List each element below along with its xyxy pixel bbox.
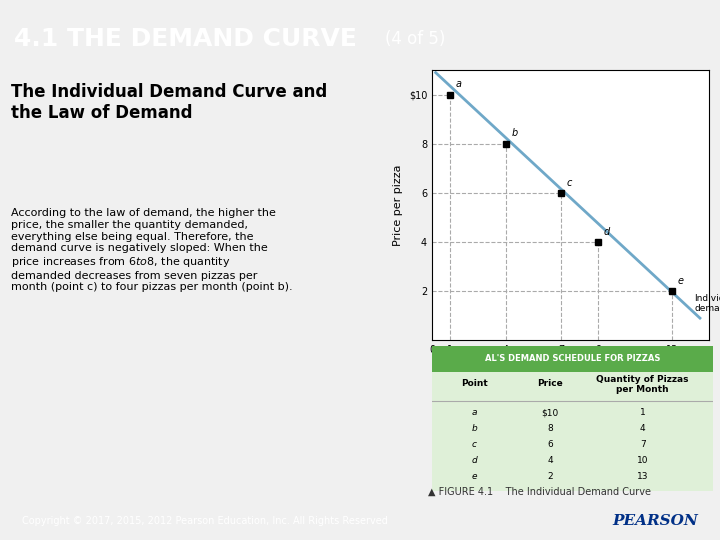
Text: 6: 6: [547, 440, 553, 449]
Text: The Individual Demand Curve and
the Law of Demand: The Individual Demand Curve and the Law …: [12, 83, 328, 122]
X-axis label: Pizzas per month: Pizzas per month: [523, 361, 618, 370]
Text: According to the law of demand, the higher the
price, the smaller the quantity d: According to the law of demand, the high…: [12, 208, 293, 293]
Text: Individual
demand: Individual demand: [694, 294, 720, 313]
Text: d: d: [604, 227, 610, 237]
Text: 4.1 THE DEMAND CURVE: 4.1 THE DEMAND CURVE: [14, 26, 357, 51]
Text: ▲ FIGURE 4.1    The Individual Demand Curve: ▲ FIGURE 4.1 The Individual Demand Curve: [428, 487, 652, 496]
Text: e: e: [472, 472, 477, 481]
Text: c: c: [567, 178, 572, 187]
Text: 10: 10: [637, 456, 648, 465]
Text: a: a: [456, 79, 462, 90]
Text: PEARSON: PEARSON: [613, 514, 698, 528]
Text: $10: $10: [541, 408, 559, 417]
Text: Quantity of Pizzas
per Month: Quantity of Pizzas per Month: [596, 375, 689, 394]
Text: Point: Point: [461, 379, 487, 388]
Text: 2: 2: [547, 472, 553, 481]
Text: d: d: [472, 456, 477, 465]
Text: 8: 8: [547, 424, 553, 433]
Bar: [432, 346, 713, 372]
Text: b: b: [511, 129, 518, 138]
Text: b: b: [472, 424, 477, 433]
Text: 1: 1: [640, 408, 645, 417]
Text: AL'S DEMAND SCHEDULE FOR PIZZAS: AL'S DEMAND SCHEDULE FOR PIZZAS: [485, 354, 660, 363]
Text: (4 of 5): (4 of 5): [385, 30, 446, 48]
Text: 4: 4: [547, 456, 553, 465]
Text: Copyright © 2017, 2015, 2012 Pearson Education, Inc. All Rights Reserved: Copyright © 2017, 2015, 2012 Pearson Edu…: [22, 516, 387, 526]
Text: Price: Price: [537, 379, 563, 388]
Y-axis label: Price per pizza: Price per pizza: [393, 165, 403, 246]
Text: 7: 7: [640, 440, 645, 449]
Text: 4: 4: [640, 424, 645, 433]
Text: c: c: [472, 440, 477, 449]
Text: e: e: [678, 276, 684, 286]
Text: 13: 13: [637, 472, 648, 481]
Text: a: a: [472, 408, 477, 417]
Bar: [432, 372, 713, 491]
